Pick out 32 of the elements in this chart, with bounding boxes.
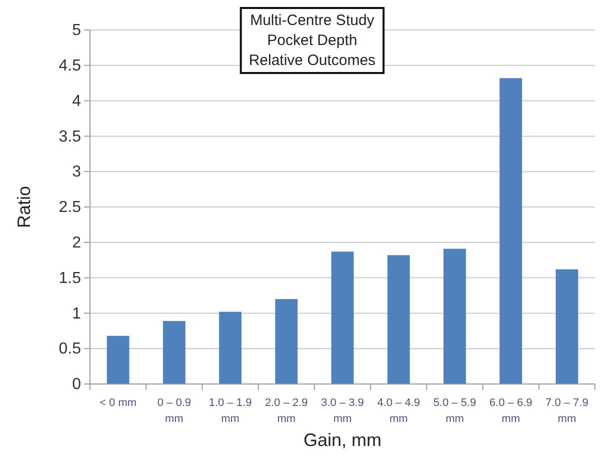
bar bbox=[331, 252, 354, 384]
x-tick-label: 7.0 – 7.9 mm bbox=[546, 397, 588, 425]
y-tick-label: 2.5 bbox=[58, 199, 82, 216]
x-tick-label: 3.0 – 3.9 mm bbox=[321, 397, 364, 425]
y-tick-label: 5 bbox=[72, 22, 82, 40]
x-axis-title: Gain, mm bbox=[303, 430, 382, 450]
bar bbox=[106, 336, 130, 384]
chart-title: Multi-Centre Study Pocket Depth Relative Outcomes bbox=[248, 12, 376, 69]
x-tick-label: 2.0 – 2.9 mm bbox=[264, 397, 308, 425]
y-tick-label: 1.5 bbox=[58, 270, 82, 287]
x-tick-label: < 0 mm bbox=[100, 397, 137, 409]
x-tick-label: 1.0 – 1.9 mm bbox=[208, 397, 252, 425]
bar bbox=[556, 269, 578, 384]
y-axis-title: Ratio bbox=[14, 186, 34, 228]
x-tick-label: 5.0 – 5.9 mm bbox=[433, 397, 476, 425]
bar bbox=[275, 299, 298, 384]
bar bbox=[162, 320, 186, 384]
y-tick-label: 4 bbox=[72, 92, 82, 110]
bar bbox=[219, 312, 242, 384]
y-tick-label: 3.5 bbox=[58, 128, 82, 146]
bar bbox=[444, 248, 466, 384]
x-tick-label: 0 – 0.9 mm bbox=[157, 397, 191, 425]
y-tick-label: 3 bbox=[72, 164, 82, 181]
bar bbox=[387, 255, 410, 384]
y-tick-label: 0 bbox=[72, 376, 82, 394]
y-tick-label: 1 bbox=[72, 305, 82, 322]
y-tick-label: 4.5 bbox=[58, 58, 82, 75]
x-tick-label: 4.0 – 4.9 mm bbox=[377, 397, 420, 425]
y-tick-label: 0.5 bbox=[58, 340, 82, 358]
x-tick-label: 6.0 – 6.9 mm bbox=[489, 397, 532, 425]
bar bbox=[500, 78, 522, 384]
y-tick-label: 2 bbox=[72, 234, 82, 252]
